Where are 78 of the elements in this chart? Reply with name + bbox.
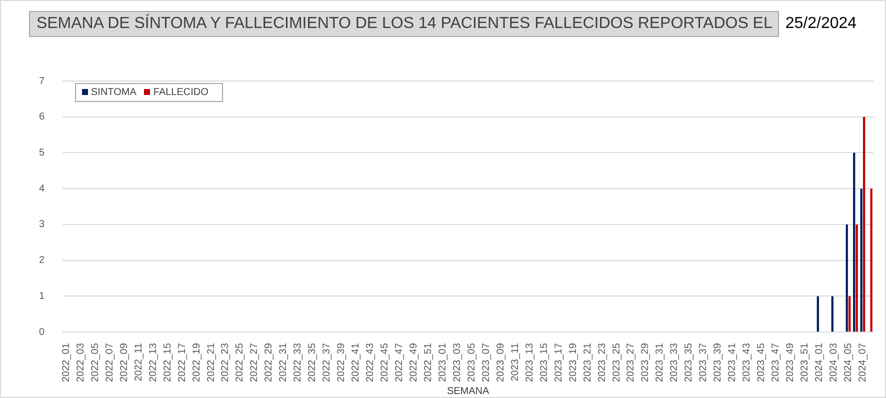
x-tick-label: 2022_27 [249, 342, 260, 382]
x-tick-label: 2022_41 [350, 342, 362, 382]
bar [846, 224, 848, 332]
x-axis-title: SEMANA [446, 386, 490, 397]
x-tick-label: 2022_09 [118, 342, 130, 382]
x-tick-label: 2022_31 [278, 342, 290, 382]
legend-label: FALLECIDO [152, 87, 208, 98]
bar [870, 188, 872, 332]
bar [856, 224, 858, 332]
bar [848, 296, 851, 332]
x-tick-label: 2022_21 [206, 342, 217, 382]
x-tick-label: 2022_05 [90, 342, 101, 382]
x-tick-label: 2022_11 [133, 342, 144, 382]
x-tick-label: 2023_01 [437, 342, 448, 382]
x-tick-label: 2023_37 [698, 342, 710, 382]
x-tick-label: 2022_39 [336, 342, 348, 382]
y-tick-label: 3 [39, 219, 45, 230]
x-tick-label: 2023_11 [510, 342, 521, 382]
x-tick-label: 2023_35 [684, 342, 695, 382]
x-tick-label: 2023_51 [800, 342, 811, 382]
y-tick-label: 4 [39, 183, 45, 194]
bar [831, 296, 834, 332]
x-tick-label: 2023_03 [452, 342, 463, 382]
x-tick-label: 2023_13 [524, 342, 536, 382]
x-tick-label: 2022_15 [162, 342, 174, 382]
x-tick-label: 2022_33 [292, 342, 304, 382]
chart-title: SEMANA DE SÍNTOMA Y FALLECIMIENTO DE LOS 14 PACIENTES FALLECIDOS REPORTADOS EL [29, 11, 780, 37]
x-tick-label: 2023_17 [553, 342, 564, 382]
bar [862, 116, 866, 332]
x-tick-label: 2022_49 [408, 342, 420, 382]
x-tick-label: 2022_29 [264, 342, 275, 382]
x-tick-label: 2023_45 [756, 342, 768, 382]
y-tick-label: 2 [39, 255, 45, 266]
x-tick-label: 2023_47 [770, 342, 782, 382]
x-tick-label: 2023_09 [495, 342, 506, 382]
x-tick-label: 2023_15 [538, 342, 550, 382]
x-tick-label: 2022_13 [148, 342, 159, 382]
y-tick-label: 0 [39, 326, 45, 338]
bar [860, 188, 862, 332]
x-tick-label: 2023_27 [626, 342, 637, 382]
x-tick-label: 2022_25 [234, 342, 246, 382]
x-tick-label: 2023_41 [727, 342, 738, 382]
x-tick-label: 2023_21 [582, 342, 594, 382]
x-tick-label: 2022_03 [75, 342, 86, 382]
x-tick-label: 2023_05 [466, 342, 478, 382]
x-tick-label: 2022_01 [60, 342, 72, 382]
bar [816, 296, 819, 332]
x-tick-label: 2022_17 [176, 342, 188, 382]
x-tick-label: 2022_37 [322, 342, 333, 382]
x-tick-label: 2022_07 [104, 342, 116, 382]
x-tick-label: 2022_35 [307, 342, 318, 382]
x-tick-label: 2023_29 [640, 342, 652, 382]
x-tick-label: 2023_07 [480, 342, 492, 382]
x-tick-label: 2024_07 [857, 342, 868, 382]
bar [853, 152, 856, 332]
x-tick-label: 2023_23 [596, 342, 608, 382]
x-tick-label: 2023_39 [712, 342, 724, 382]
x-tick-label: 2023_31 [654, 342, 666, 382]
x-tick-label: 2024_03 [828, 342, 840, 382]
x-tick-label: 2023_43 [742, 342, 753, 382]
x-tick-label: 2023_19 [568, 342, 579, 382]
legend-label: SINTOMA [90, 87, 136, 98]
x-tick-label: 2022_51 [422, 342, 434, 382]
y-tick-label: 1 [39, 290, 45, 302]
x-tick-label: 2022_47 [394, 342, 406, 382]
y-tick-label: 7 [39, 76, 45, 87]
x-tick-label: 2024_01 [814, 342, 826, 382]
x-tick-label: 2022_23 [220, 342, 232, 382]
x-tick-label: 2022_19 [191, 342, 202, 382]
x-tick-label: 2023_49 [785, 342, 796, 382]
y-tick-label: 6 [39, 112, 45, 123]
x-tick-label: 2022_45 [380, 342, 391, 382]
x-tick-label: 2023_25 [611, 342, 622, 382]
y-tick-label: 5 [39, 147, 45, 158]
x-tick-label: 2024_05 [842, 342, 854, 382]
x-tick-label: 2022_43 [365, 342, 376, 382]
x-tick-label: 2023_33 [669, 342, 680, 382]
chart-subtitle: 25/2/2024 [785, 15, 857, 33]
